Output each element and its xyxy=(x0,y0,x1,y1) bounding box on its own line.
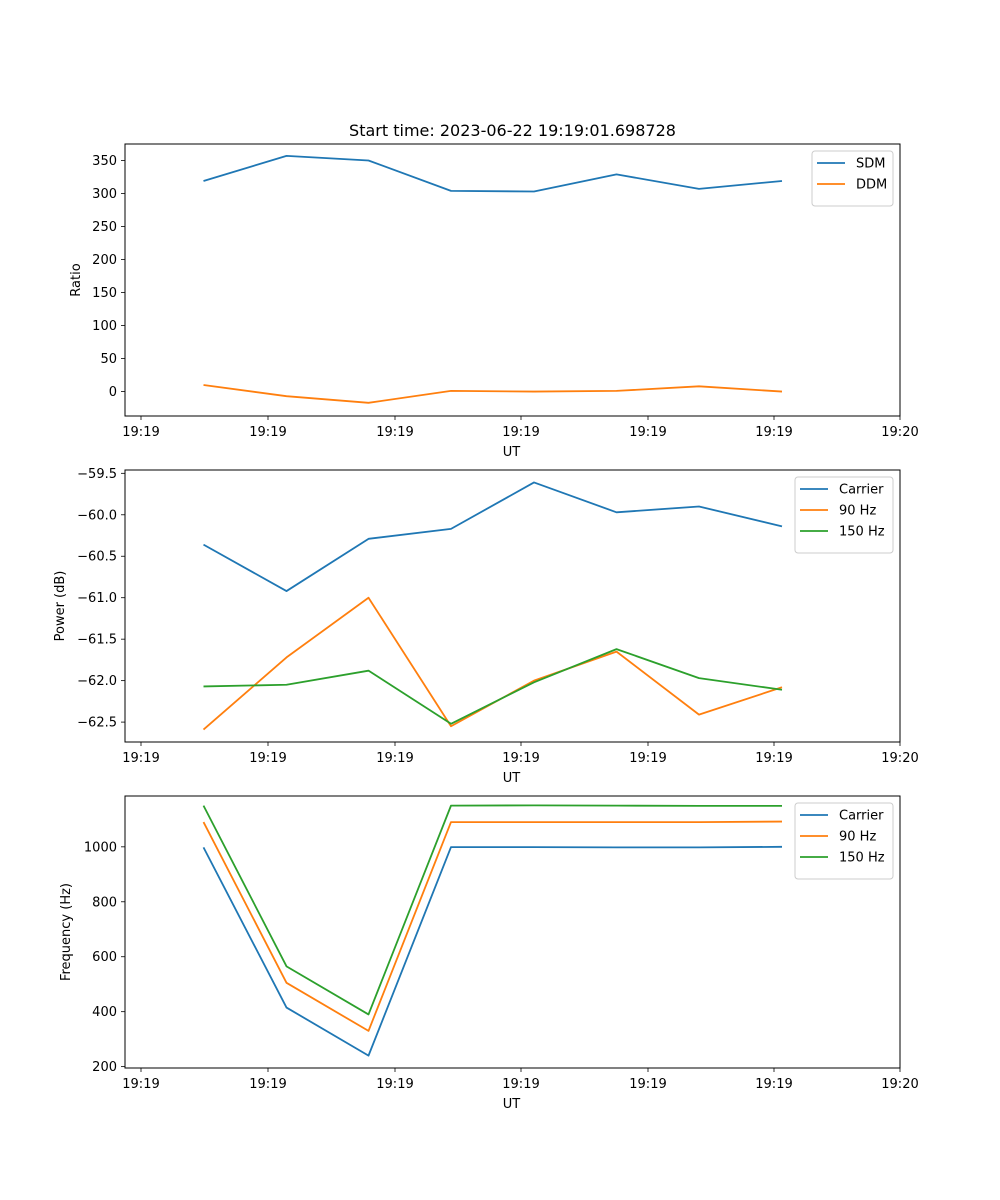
series-line-150-hz xyxy=(202,804,782,1016)
axes-frame xyxy=(124,469,901,743)
series-line-carrier xyxy=(202,845,783,1057)
series-line-150-hz xyxy=(203,648,783,725)
x-tick-label: 19:19 xyxy=(249,1077,286,1092)
y-tick-label: −61.5 xyxy=(77,633,117,648)
series-line-90-hz xyxy=(202,596,783,731)
y-axis-label: Power (dB) xyxy=(53,571,68,642)
legend: SDM DDM xyxy=(811,150,894,207)
y-axis-label: Ratio xyxy=(69,263,84,296)
y-tick-label: 150 xyxy=(92,286,117,301)
y-tick-label: −62.0 xyxy=(77,674,117,689)
legend-frame xyxy=(794,476,894,554)
y-tick-label: −61.0 xyxy=(77,591,117,606)
legend-frame xyxy=(811,150,894,207)
x-tick-label: 19:19 xyxy=(122,425,159,440)
series-line-carrier xyxy=(203,481,783,592)
x-tick-label: 19:19 xyxy=(502,751,539,766)
subplot-1: 0 50 100 150 200 250 300 350 19:19 19:19 19:19 19:1… xyxy=(69,121,919,460)
x-axis-label: UT xyxy=(503,771,521,786)
y-tick-label: 100 xyxy=(92,319,117,334)
y-tick-label: −60.5 xyxy=(77,550,117,565)
legend-label: 150 Hz xyxy=(839,525,885,540)
y-tick-label: 1000 xyxy=(84,840,117,855)
x-tick-label: 19:19 xyxy=(249,425,286,440)
x-tick-label: 19:19 xyxy=(755,751,792,766)
series-line-ddm xyxy=(203,384,783,404)
x-tick-label: 19:19 xyxy=(122,1077,159,1092)
x-tick-label: 19:19 xyxy=(249,751,286,766)
legend-label: Carrier xyxy=(839,483,884,498)
y-tick-label: −62.5 xyxy=(77,716,117,731)
subplot-2: −62.5 −62.0 −61.5 −61.0 −60.5 −60.0 −59.5 19:19… xyxy=(53,467,919,786)
y-tick-label: 350 xyxy=(92,154,117,169)
y-tick-label: 200 xyxy=(92,253,117,268)
x-axis-label: UT xyxy=(503,1097,521,1112)
y-tick-label: 200 xyxy=(92,1060,117,1075)
x-tick-label: 19:19 xyxy=(755,425,792,440)
legend-label: Carrier xyxy=(839,809,884,824)
y-tick-label: 800 xyxy=(92,895,117,910)
legend-label: DDM xyxy=(856,178,887,193)
subplot-3: 200 400 600 800 1000 19:19 19:19 19:19 19:19 19:1… xyxy=(59,795,919,1112)
x-tick-label: 19:19 xyxy=(755,1077,792,1092)
x-tick-label: 19:19 xyxy=(122,751,159,766)
legend-label: 90 Hz xyxy=(839,504,876,519)
y-tick-label: 250 xyxy=(92,220,117,235)
series-line-sdm xyxy=(203,154,783,193)
x-tick-label: 19:19 xyxy=(376,751,413,766)
x-tick-label: 19:19 xyxy=(376,425,413,440)
legend-label: 90 Hz xyxy=(839,830,876,845)
x-tick-label: 19:19 xyxy=(629,1077,666,1092)
y-axis-label: Frequency (Hz) xyxy=(59,883,74,981)
series-line-90-hz xyxy=(202,820,783,1032)
legend: Carrier 90 Hz 150 Hz xyxy=(794,802,894,880)
legend-label: 150 Hz xyxy=(839,851,885,866)
x-axis-label: UT xyxy=(503,445,521,460)
x-tick-label: 19:19 xyxy=(502,425,539,440)
chart-title: Start time: 2023-06-22 19:19:01.698728 xyxy=(349,121,676,140)
axes-frame xyxy=(124,795,901,1069)
x-tick-label: 19:20 xyxy=(881,751,918,766)
x-tick-label: 19:19 xyxy=(629,751,666,766)
legend-frame xyxy=(794,802,894,880)
y-tick-label: −59.5 xyxy=(77,467,117,482)
y-tick-label: 50 xyxy=(100,352,117,367)
x-tick-label: 19:19 xyxy=(502,1077,539,1092)
x-tick-label: 19:20 xyxy=(881,425,918,440)
axes-frame xyxy=(124,143,901,417)
x-tick-label: 19:20 xyxy=(881,1077,918,1092)
y-tick-label: 0 xyxy=(109,385,117,400)
legend-label: SDM xyxy=(856,157,885,172)
y-tick-label: 600 xyxy=(92,950,117,965)
y-tick-label: 300 xyxy=(92,187,117,202)
y-tick-label: −60.0 xyxy=(77,508,117,523)
legend: Carrier 90 Hz 150 Hz xyxy=(794,476,894,554)
x-tick-label: 19:19 xyxy=(629,425,666,440)
y-tick-label: 400 xyxy=(92,1005,117,1020)
x-tick-label: 19:19 xyxy=(376,1077,413,1092)
